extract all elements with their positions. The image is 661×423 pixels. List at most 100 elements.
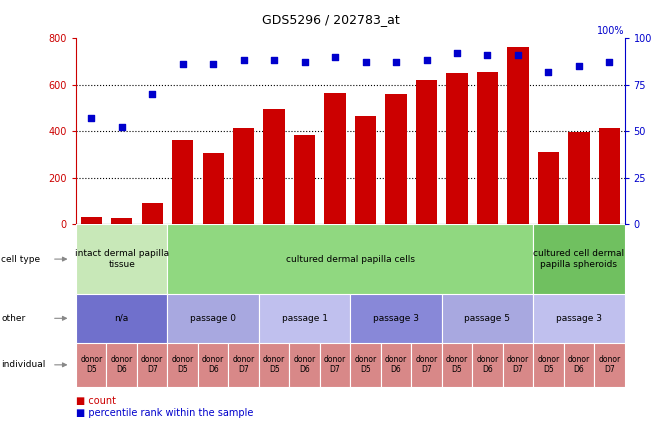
Text: donor
D6: donor D6 <box>293 355 316 374</box>
Bar <box>472 224 503 296</box>
Point <box>269 57 280 64</box>
Text: passage 0: passage 0 <box>190 314 236 323</box>
Text: donor
D5: donor D5 <box>80 355 102 374</box>
Text: donor
D7: donor D7 <box>507 355 529 374</box>
Point <box>86 115 97 121</box>
Bar <box>599 128 620 224</box>
Bar <box>167 294 259 343</box>
Bar <box>533 294 625 343</box>
Bar <box>442 343 472 387</box>
Bar <box>76 343 106 387</box>
Text: donor
D5: donor D5 <box>446 355 468 374</box>
Bar <box>290 224 320 296</box>
Text: donor
D5: donor D5 <box>172 355 194 374</box>
Bar <box>594 343 625 387</box>
Point <box>421 57 432 64</box>
Text: donor
D6: donor D6 <box>110 355 133 374</box>
Bar <box>198 224 229 296</box>
Bar <box>507 47 529 224</box>
Bar <box>538 152 559 224</box>
Text: donor
D6: donor D6 <box>202 355 224 374</box>
Text: donor
D5: donor D5 <box>263 355 286 374</box>
Bar <box>594 224 625 296</box>
Bar <box>141 203 163 224</box>
Bar <box>106 224 137 296</box>
Text: donor
D5: donor D5 <box>354 355 377 374</box>
Point <box>208 61 218 68</box>
Text: cultured cell dermal
papilla spheroids: cultured cell dermal papilla spheroids <box>533 250 625 269</box>
Bar <box>442 224 472 296</box>
Point <box>177 61 188 68</box>
Bar <box>76 224 167 294</box>
Bar <box>533 224 564 296</box>
Bar <box>503 224 533 296</box>
Bar <box>137 224 167 296</box>
Bar <box>81 217 102 224</box>
Bar <box>259 343 290 387</box>
Text: passage 1: passage 1 <box>282 314 328 323</box>
Point <box>513 52 524 58</box>
Bar <box>381 343 411 387</box>
Bar <box>106 343 137 387</box>
Text: intact dermal papilla
tissue: intact dermal papilla tissue <box>75 250 169 269</box>
Bar <box>320 343 350 387</box>
Bar <box>264 109 285 224</box>
Bar <box>259 294 350 343</box>
Bar <box>385 94 407 224</box>
Point <box>543 68 554 75</box>
Bar <box>472 343 503 387</box>
Point <box>147 91 157 97</box>
Bar <box>290 343 320 387</box>
Text: donor
D7: donor D7 <box>141 355 163 374</box>
Bar <box>76 224 106 296</box>
Bar <box>167 343 198 387</box>
Text: donor
D7: donor D7 <box>415 355 438 374</box>
Bar <box>229 224 259 296</box>
Bar <box>76 294 167 343</box>
Bar <box>381 224 411 296</box>
Bar <box>503 343 533 387</box>
Bar <box>564 343 594 387</box>
Bar <box>198 343 229 387</box>
Text: ■ count: ■ count <box>76 396 116 406</box>
Bar <box>137 343 167 387</box>
Bar <box>442 294 533 343</box>
Point <box>239 57 249 64</box>
Bar <box>564 224 594 296</box>
Point <box>330 53 340 60</box>
Text: passage 5: passage 5 <box>465 314 510 323</box>
Bar <box>477 72 498 224</box>
Bar <box>416 80 437 224</box>
Text: passage 3: passage 3 <box>556 314 602 323</box>
Bar <box>533 343 564 387</box>
Text: donor
D7: donor D7 <box>598 355 621 374</box>
Bar <box>202 153 224 224</box>
Point <box>574 63 584 69</box>
Text: other: other <box>1 314 26 323</box>
Point <box>451 49 462 56</box>
Bar <box>325 93 346 224</box>
Bar <box>229 343 259 387</box>
Text: passage 3: passage 3 <box>373 314 419 323</box>
Bar <box>350 343 381 387</box>
Point <box>391 59 401 66</box>
Point <box>116 124 127 131</box>
Point <box>604 59 615 66</box>
Text: cultured dermal papilla cells: cultured dermal papilla cells <box>286 255 415 264</box>
Text: ■ percentile rank within the sample: ■ percentile rank within the sample <box>76 408 253 418</box>
Text: donor
D6: donor D6 <box>477 355 498 374</box>
Bar <box>233 128 254 224</box>
Bar <box>533 224 625 294</box>
Point <box>299 59 310 66</box>
Bar <box>411 224 442 296</box>
Text: donor
D7: donor D7 <box>233 355 254 374</box>
Bar <box>259 224 290 296</box>
Bar <box>111 218 132 224</box>
Text: n/a: n/a <box>114 314 129 323</box>
Point <box>482 52 492 58</box>
Point <box>360 59 371 66</box>
Bar <box>355 116 376 224</box>
Text: donor
D6: donor D6 <box>568 355 590 374</box>
Bar <box>294 135 315 224</box>
Text: 100%: 100% <box>597 26 625 36</box>
